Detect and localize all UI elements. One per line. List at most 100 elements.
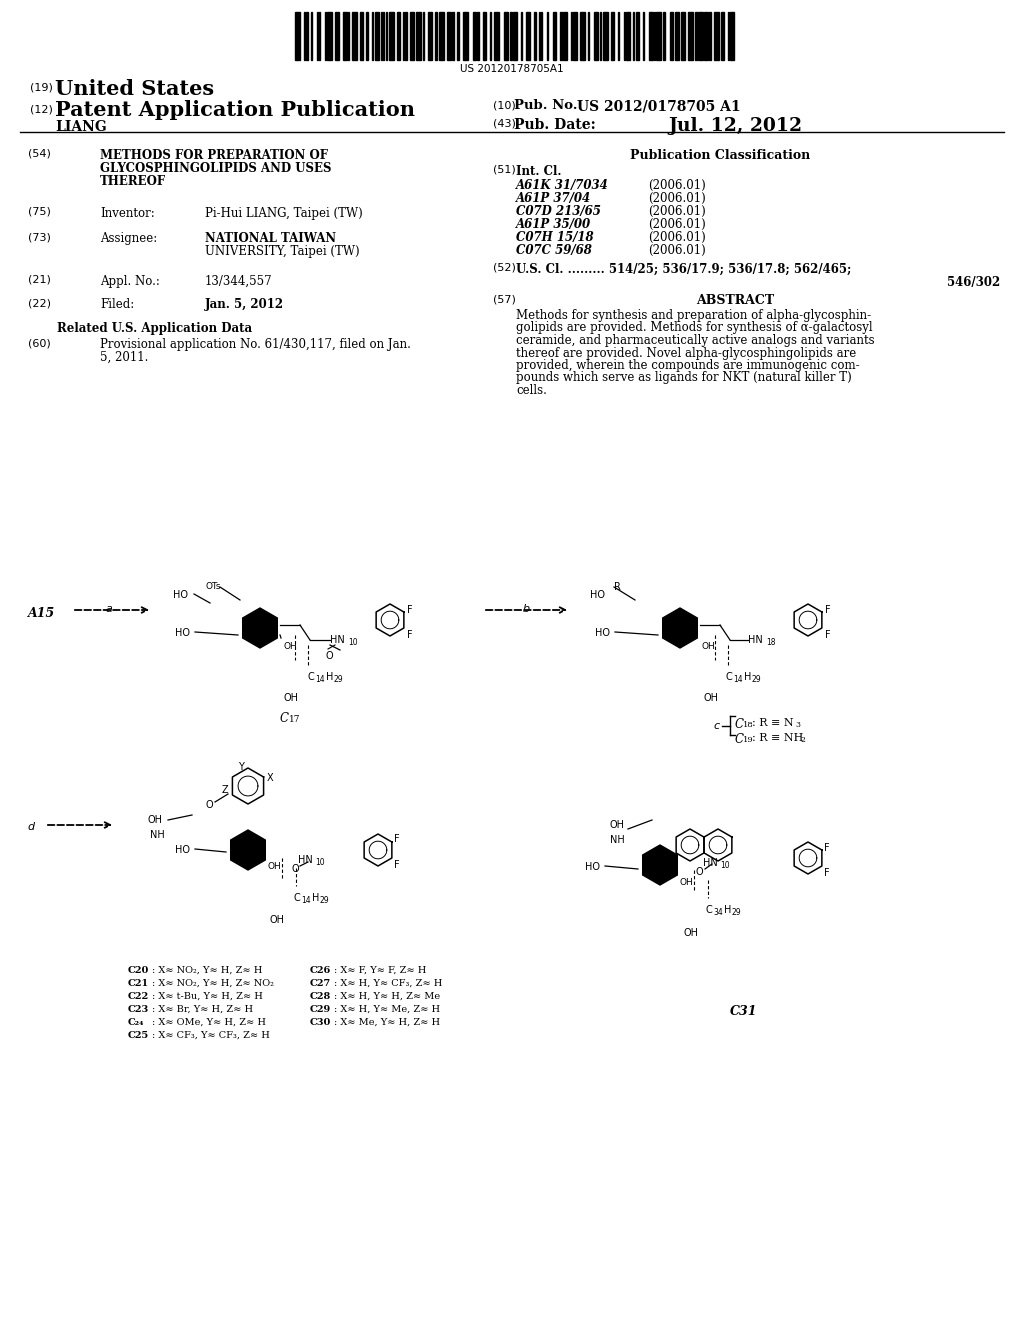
Text: Int. Cl.: Int. Cl. [516, 165, 561, 178]
Text: F: F [407, 630, 413, 640]
Text: HO: HO [590, 590, 605, 601]
Text: Filed:: Filed: [100, 298, 134, 312]
Bar [402, 12, 403, 59]
Bar [477, 12, 479, 59]
Text: A15: A15 [28, 607, 55, 620]
Text: thereof are provided. Novel alpha-glycosphingolipids are: thereof are provided. Novel alpha-glycos… [516, 346, 856, 359]
Text: (22): (22) [28, 298, 51, 308]
Text: 17: 17 [289, 715, 300, 723]
Text: (2006.01): (2006.01) [648, 218, 706, 231]
Text: : R ≡ N: : R ≡ N [752, 718, 794, 729]
Text: C: C [726, 672, 733, 682]
Text: OH: OH [684, 928, 699, 939]
Text: F: F [825, 630, 830, 640]
Text: HO: HO [585, 862, 600, 873]
Text: (2006.01): (2006.01) [648, 244, 706, 257]
Text: Publication Classification: Publication Classification [630, 149, 810, 162]
Text: (43): (43) [493, 119, 516, 129]
Text: : X≈ NO₂, Y≈ H, Z≈ NO₂: : X≈ NO₂, Y≈ H, Z≈ NO₂ [152, 979, 273, 987]
Text: O: O [696, 867, 703, 876]
Bar [410, 12, 414, 59]
Text: OH: OH [702, 642, 716, 651]
Text: : R ≡ NH: : R ≡ NH [752, 733, 804, 743]
Bar [563, 12, 566, 59]
Text: C20: C20 [128, 966, 150, 975]
Text: (21): (21) [28, 275, 51, 285]
Text: OH: OH [268, 862, 282, 871]
Text: C: C [735, 718, 744, 731]
Bar [709, 12, 711, 59]
Text: Provisional application No. 61/430,117, filed on Jan.: Provisional application No. 61/430,117, … [100, 338, 411, 351]
Text: O: O [325, 651, 333, 661]
Text: HO: HO [173, 590, 188, 601]
Bar [397, 12, 400, 59]
Bar [589, 12, 590, 59]
Text: C28: C28 [310, 993, 331, 1001]
Text: : X≈ F, Y≈ F, Z≈ H: : X≈ F, Y≈ F, Z≈ H [334, 966, 426, 975]
Text: R: R [614, 582, 621, 591]
Bar [521, 12, 522, 59]
Bar [375, 12, 379, 59]
Text: ceramide, and pharmaceutically active analogs and variants: ceramide, and pharmaceutically active an… [516, 334, 874, 347]
Text: Z: Z [222, 785, 228, 795]
Bar [495, 12, 499, 59]
Text: 10: 10 [720, 861, 730, 870]
Text: C27: C27 [310, 979, 331, 987]
Bar [489, 12, 490, 59]
Text: C25: C25 [128, 1031, 150, 1040]
Text: b: b [522, 605, 529, 614]
Text: C07C 59/68: C07C 59/68 [516, 244, 592, 257]
Bar [464, 12, 468, 59]
Text: A61K 31/7034: A61K 31/7034 [516, 180, 608, 191]
Bar [539, 12, 541, 59]
Bar [603, 12, 608, 59]
Text: (60): (60) [28, 338, 51, 348]
Text: : X≈ CF₃, Y≈ CF₃, Z≈ H: : X≈ CF₃, Y≈ CF₃, Z≈ H [152, 1031, 270, 1040]
Text: OH: OH [680, 878, 693, 887]
Text: U.S. Cl. ......... 514/25; 536/17.9; 536/17.8; 562/465;: U.S. Cl. ......... 514/25; 536/17.9; 536… [516, 263, 851, 276]
Text: 13/344,557: 13/344,557 [205, 275, 272, 288]
Text: NATIONAL TAIWAN: NATIONAL TAIWAN [205, 232, 336, 246]
Text: : X≈ NO₂, Y≈ H, Z≈ H: : X≈ NO₂, Y≈ H, Z≈ H [152, 966, 262, 975]
Text: C: C [706, 906, 713, 915]
Text: ABSTRACT: ABSTRACT [696, 294, 774, 308]
Text: (2006.01): (2006.01) [648, 180, 706, 191]
Text: United States: United States [55, 79, 214, 99]
Bar [542, 12, 543, 59]
Bar [670, 12, 673, 59]
Text: F: F [407, 605, 413, 615]
Polygon shape [663, 609, 697, 648]
Text: 14: 14 [733, 675, 742, 684]
Text: : X≈ OMe, Y≈ H, Z≈ H: : X≈ OMe, Y≈ H, Z≈ H [152, 1018, 266, 1027]
Text: C: C [308, 672, 314, 682]
Bar [483, 12, 486, 59]
Text: 29: 29 [319, 896, 329, 906]
Polygon shape [243, 609, 278, 648]
Bar [611, 12, 613, 59]
Text: Pub. Date:: Pub. Date: [514, 117, 596, 132]
Text: 34: 34 [713, 908, 723, 917]
Polygon shape [643, 845, 677, 884]
Bar [452, 12, 455, 59]
Bar [594, 12, 597, 59]
Text: 18: 18 [766, 638, 775, 647]
Text: HN: HN [748, 635, 763, 645]
Text: 14: 14 [301, 896, 310, 906]
Text: 29: 29 [731, 908, 740, 917]
Bar [730, 12, 734, 59]
Text: NH: NH [150, 830, 165, 840]
Bar [715, 12, 719, 59]
Text: A61P 35/00: A61P 35/00 [516, 218, 591, 231]
Text: : X≈ H, Y≈ Me, Z≈ H: : X≈ H, Y≈ Me, Z≈ H [334, 1005, 440, 1014]
Bar [306, 12, 307, 59]
Text: c: c [714, 721, 720, 731]
Text: OTs: OTs [205, 582, 220, 591]
Text: Y: Y [238, 762, 244, 772]
Text: OH: OH [270, 915, 285, 925]
Text: US 20120178705A1: US 20120178705A1 [460, 63, 564, 74]
Text: 5, 2011.: 5, 2011. [100, 351, 148, 363]
Text: C21: C21 [128, 979, 150, 987]
Text: (52): (52) [493, 263, 516, 273]
Bar [435, 12, 437, 59]
Text: Appl. No.:: Appl. No.: [100, 275, 160, 288]
